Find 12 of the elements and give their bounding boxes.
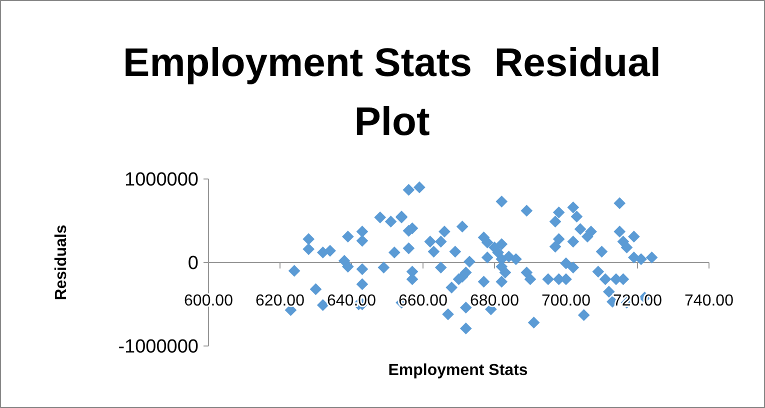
x-tick-label: 700.00 bbox=[542, 292, 591, 310]
x-tick-label: 680.00 bbox=[470, 292, 520, 310]
chart-title: Employment Stats Residual Plot bbox=[123, 41, 661, 144]
y-tick-label: 1000000 bbox=[124, 170, 198, 191]
y-tick-label: 0 bbox=[188, 253, 198, 274]
x-axis-title: Employment Stats bbox=[388, 362, 528, 379]
x-tick-label: 740.00 bbox=[684, 292, 734, 310]
x-tick-label: 620.00 bbox=[256, 292, 305, 310]
x-tick-label: 640.00 bbox=[327, 292, 376, 310]
x-tick-label: 600.00 bbox=[184, 292, 234, 310]
y-tick-label: -1000000 bbox=[118, 336, 198, 358]
y-axis-title: Residuals bbox=[53, 224, 70, 300]
